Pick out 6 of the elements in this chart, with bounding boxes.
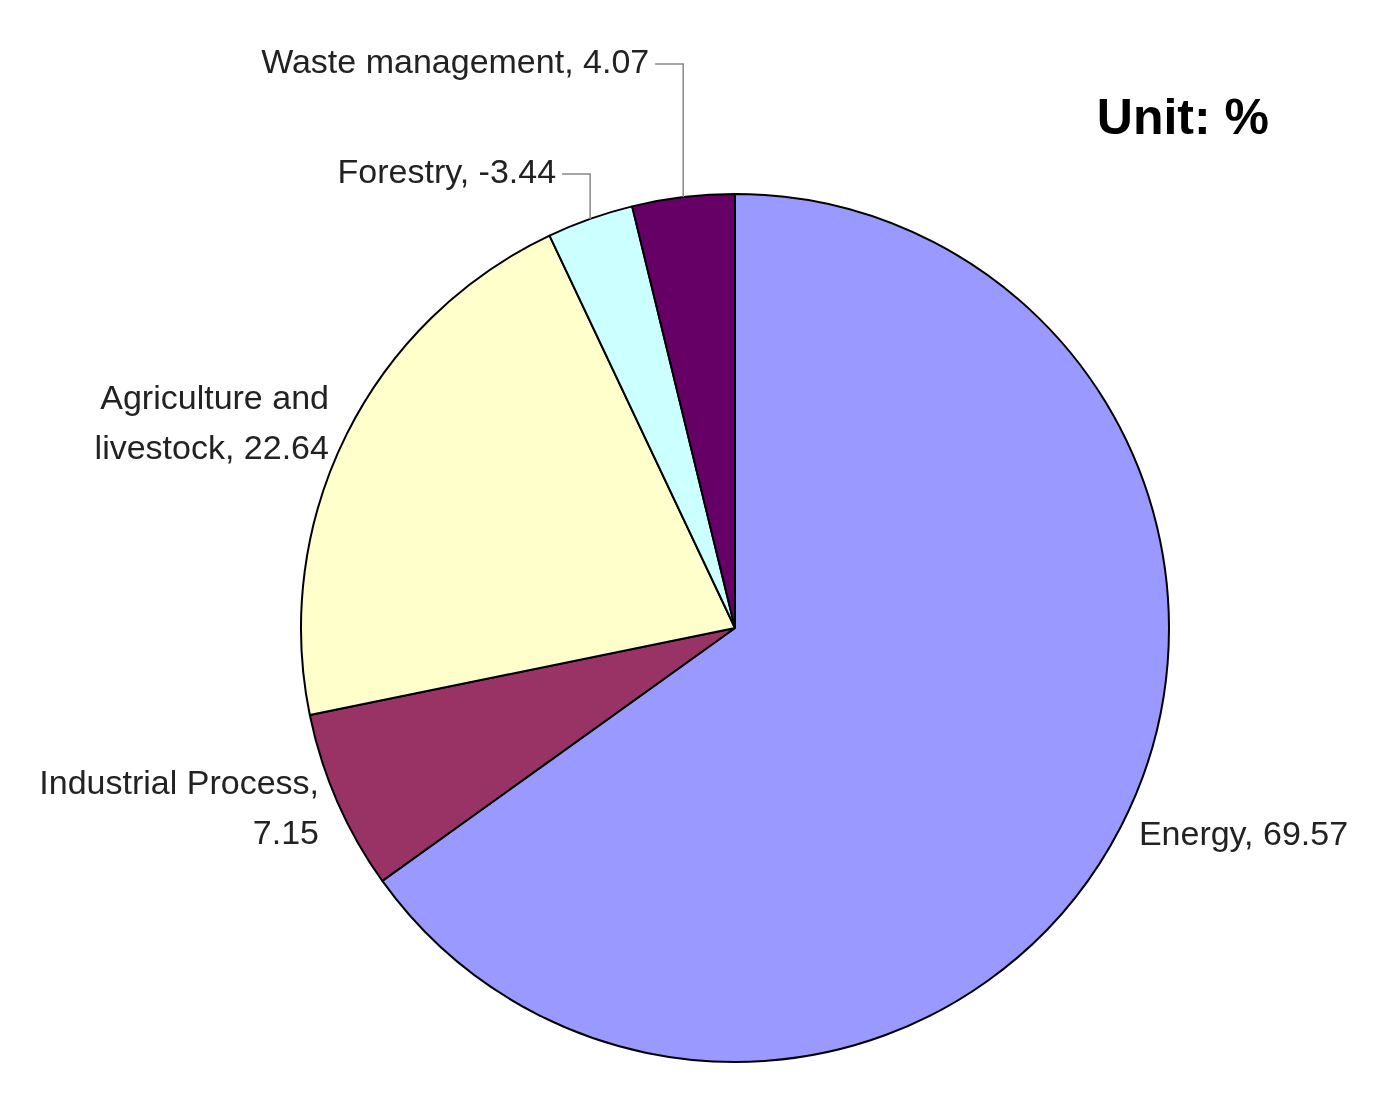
- slice-label: Waste management, 4.07: [261, 42, 650, 81]
- slice-label: Industrial Process, 7.15: [39, 763, 319, 852]
- slice-label: Energy, 69.57: [1138, 813, 1349, 852]
- slice-label: Forestry, -3.44: [337, 152, 557, 191]
- slice-label: Agriculture and livestock, 22.64: [94, 378, 329, 467]
- text: Unit: %: [1096, 88, 1269, 146]
